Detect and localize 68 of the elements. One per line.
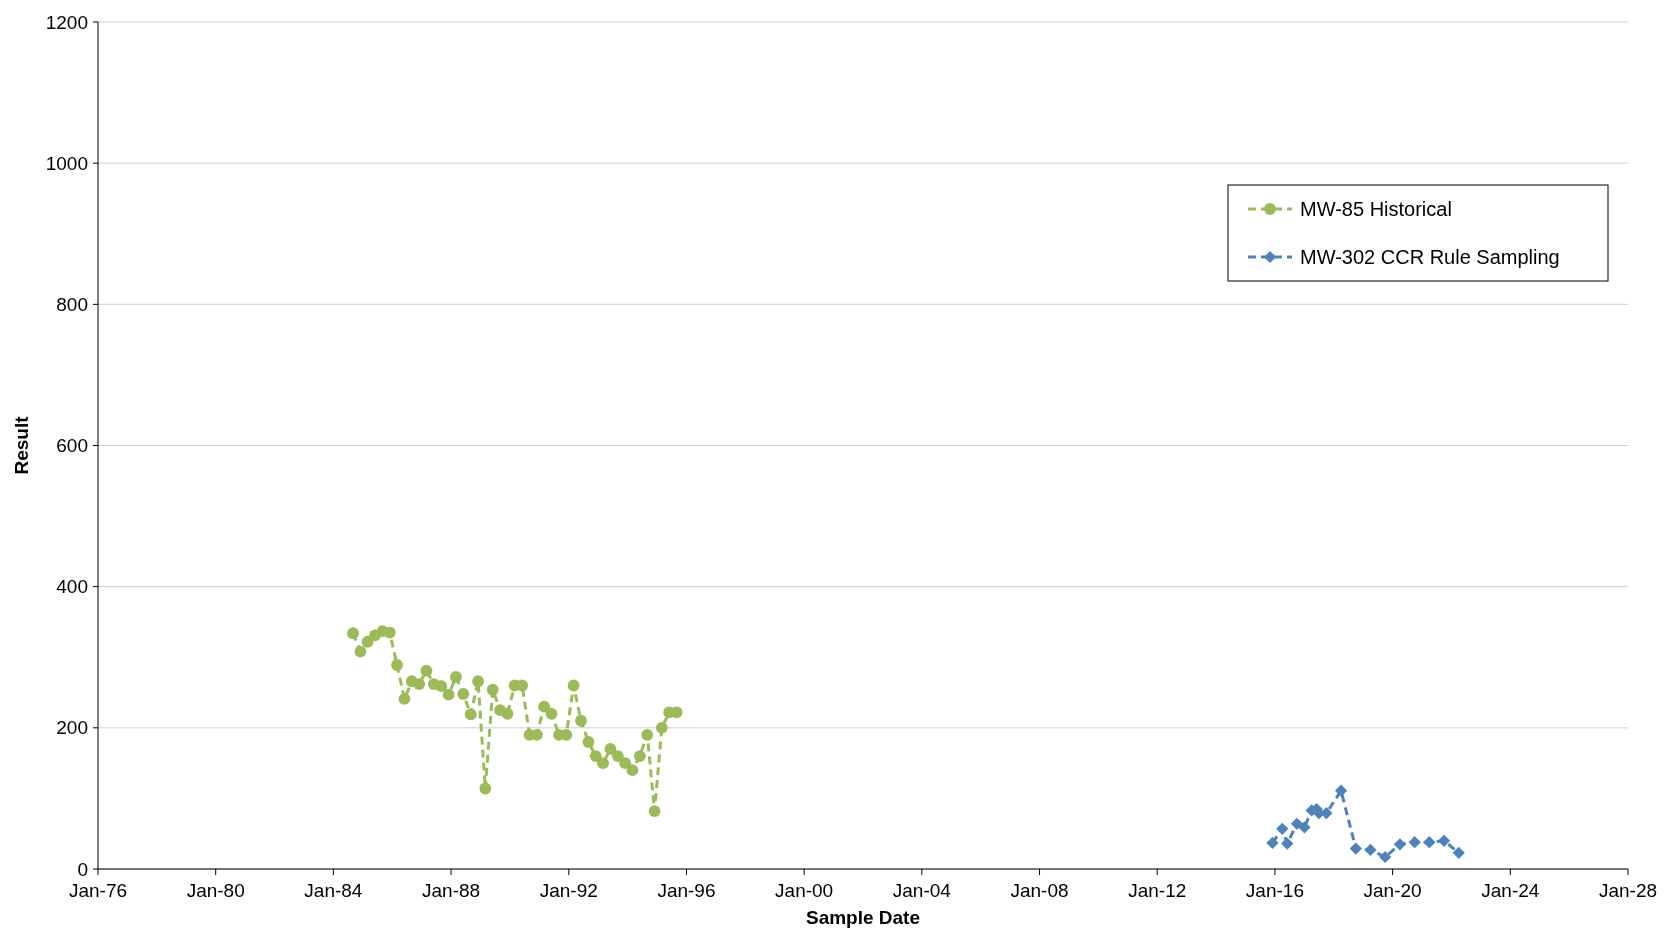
x-tick-label: Jan-12 <box>1128 880 1187 901</box>
y-tick-label: 800 <box>56 293 88 315</box>
point <box>413 678 426 690</box>
point <box>538 700 551 713</box>
point <box>479 782 492 795</box>
point <box>575 714 587 727</box>
point <box>435 680 448 693</box>
y-tick-label: 1000 <box>45 152 88 174</box>
point <box>626 764 639 777</box>
point <box>1266 836 1279 850</box>
point <box>619 757 632 770</box>
point <box>545 707 558 720</box>
point <box>1298 821 1311 834</box>
point <box>589 750 602 762</box>
point <box>501 707 514 720</box>
point <box>1393 838 1407 851</box>
legend-label: MW-302 CCR Rule Sampling <box>1300 246 1560 268</box>
x-tick-label: Jan-76 <box>68 880 128 901</box>
point <box>597 757 609 770</box>
point <box>633 750 646 762</box>
point <box>1437 834 1451 847</box>
point <box>486 683 499 696</box>
x-tick-label: Jan-88 <box>422 880 481 901</box>
point <box>449 671 462 683</box>
x-tick-label: Jan-16 <box>1245 880 1304 901</box>
point <box>1379 850 1392 864</box>
y-tick-label: 200 <box>56 717 88 739</box>
point <box>1349 842 1362 855</box>
x-tick-label: Jan-04 <box>892 880 952 901</box>
x-tick-label: Jan-20 <box>1363 880 1422 901</box>
point <box>1423 836 1436 849</box>
point <box>604 743 617 755</box>
point <box>567 679 580 692</box>
x-tick-label: Jan-08 <box>1010 880 1069 901</box>
x-tick-label: Jan-28 <box>1598 880 1658 901</box>
point <box>354 645 367 658</box>
point <box>641 728 654 741</box>
point <box>1281 837 1294 850</box>
point <box>1334 784 1348 797</box>
x-tick-label: Jan-24 <box>1481 880 1540 901</box>
point <box>648 805 661 818</box>
point <box>655 721 668 734</box>
point <box>472 675 484 688</box>
point <box>1364 843 1377 857</box>
y-tick-label: 600 <box>56 435 88 457</box>
point <box>391 659 403 671</box>
point <box>1408 836 1421 849</box>
y-tick-label: 0 <box>77 858 88 880</box>
x-tick-label: Jan-00 <box>775 880 834 901</box>
x-tick-label: Jan-96 <box>657 880 716 901</box>
point <box>442 688 455 701</box>
legend-label: MW-85 Historical <box>1300 198 1452 220</box>
x-tick-label: Jan-80 <box>186 880 245 901</box>
point <box>398 692 411 705</box>
point <box>1452 846 1465 859</box>
point <box>457 688 470 700</box>
y-tick-label: 1200 <box>45 11 88 33</box>
x-axis-title: Sample Date <box>805 907 921 928</box>
point <box>1276 822 1289 835</box>
point <box>464 708 477 721</box>
point <box>420 664 433 677</box>
x-tick-label: Jan-92 <box>539 880 598 901</box>
point <box>582 736 595 748</box>
point <box>347 627 359 640</box>
point <box>611 750 624 762</box>
y-tick-label: 400 <box>56 576 88 598</box>
x-tick-label: Jan-84 <box>304 880 363 901</box>
y-axis-title: Result <box>11 415 32 475</box>
